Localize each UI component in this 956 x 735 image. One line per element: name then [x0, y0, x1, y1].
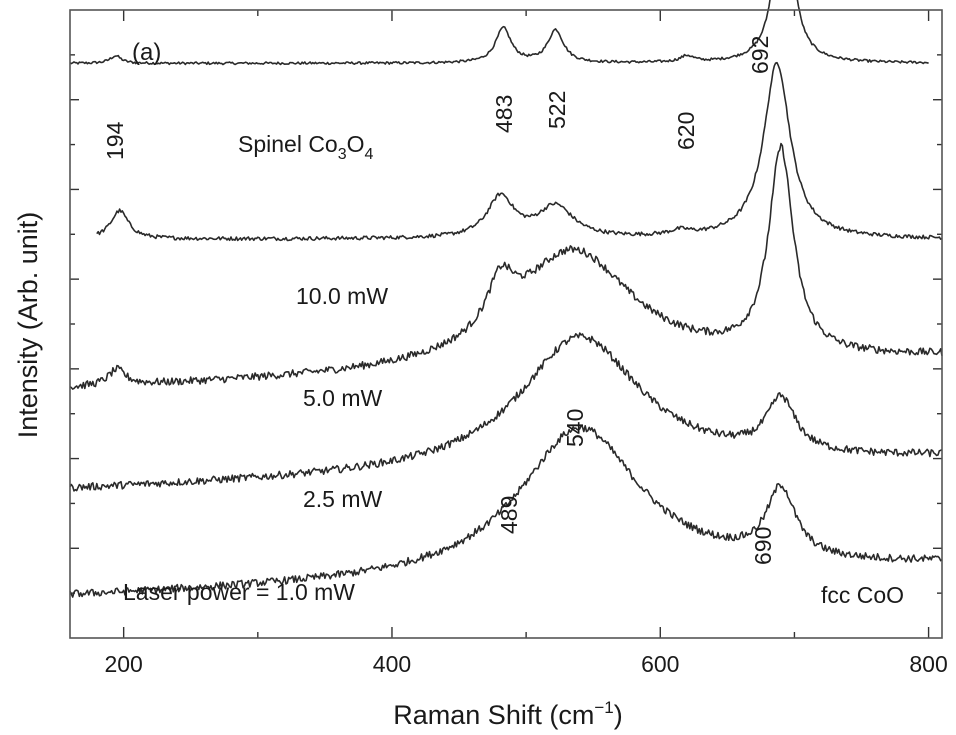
peak-label-483: 483	[491, 95, 517, 133]
spectrum-trace-1	[96, 61, 943, 242]
spectrum-trace-2	[69, 142, 943, 390]
axis-ticks: 200 400 600 800	[70, 10, 948, 677]
series-label-1mw: Laser power = 1.0 mW	[123, 579, 355, 605]
peak-label-489: 489	[496, 496, 522, 534]
spectrum-trace-0	[69, 0, 929, 66]
peak-label-620: 620	[673, 112, 699, 150]
series-label-2-5mw: 2.5 mW	[303, 486, 383, 512]
series-label-10mw: 10.0 mW	[296, 283, 388, 309]
x-tick-label: 200	[104, 651, 142, 677]
y-axis-title: Intensity (Arb. unit)	[13, 212, 43, 439]
x-axis-title-end: )	[614, 700, 623, 730]
x-tick-label: 400	[373, 651, 411, 677]
x-axis-title: Raman Shift (cm−1)	[393, 698, 622, 730]
peak-label-692: 692	[747, 36, 773, 74]
x-axis-title-sup: −1	[594, 698, 613, 717]
panel-label: (a)	[132, 39, 161, 66]
series-label-spinel-sub1: 3	[338, 146, 347, 163]
x-tick-label: 800	[909, 651, 947, 677]
chart-labels: (a) Raman Shift (cm−1) Intensity (Arb. u…	[13, 36, 904, 730]
spectrum-trace-4	[69, 424, 943, 598]
peak-label-540: 540	[562, 409, 588, 447]
series-label-spinel: Spinel Co3O4	[238, 131, 374, 163]
spectra-traces	[69, 0, 943, 598]
spectrum-trace-3	[69, 332, 943, 492]
series-label-5mw: 5.0 mW	[303, 385, 383, 411]
series-label-spinel-main: Spinel Co	[238, 131, 338, 157]
plot-frame	[69, 9, 943, 639]
peak-label-194: 194	[102, 121, 128, 160]
peak-label-690: 690	[750, 527, 776, 565]
series-label-spinel-sub2: 4	[365, 146, 374, 163]
x-tick-label: 600	[641, 651, 679, 677]
annotation-fcc-coo: fcc CoO	[821, 582, 904, 608]
series-label-spinel-mid: O	[347, 131, 365, 157]
peak-label-522: 522	[544, 91, 570, 129]
x-axis-title-main: Raman Shift (cm	[393, 700, 594, 730]
